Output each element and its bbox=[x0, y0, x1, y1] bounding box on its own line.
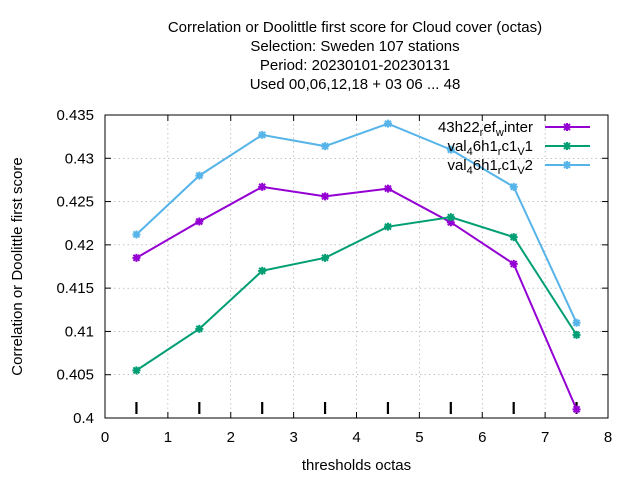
data-point bbox=[321, 253, 330, 262]
data-point bbox=[258, 266, 267, 275]
x-tick-label: 7 bbox=[541, 429, 549, 446]
data-point bbox=[509, 233, 518, 242]
series-line-2 bbox=[135, 216, 578, 372]
title-line-1: Correlation or Doolittle first score for… bbox=[167, 19, 543, 36]
data-point bbox=[383, 222, 392, 231]
x-tick-label: 8 bbox=[604, 429, 612, 446]
x-tick-label: 2 bbox=[227, 429, 235, 446]
data-point bbox=[258, 130, 267, 139]
data-point bbox=[195, 217, 204, 226]
data-point bbox=[572, 318, 581, 327]
legend-label-1: 43h22refwinter bbox=[438, 119, 533, 139]
data-point bbox=[383, 184, 392, 193]
data-point bbox=[258, 182, 267, 191]
data-point bbox=[132, 230, 141, 239]
data-point bbox=[132, 366, 141, 375]
data-point bbox=[383, 119, 392, 128]
series-line-1 bbox=[135, 185, 578, 410]
data-point bbox=[132, 253, 141, 262]
x-tick-label: 6 bbox=[478, 429, 486, 446]
y-tick-label: 0.425 bbox=[56, 194, 94, 211]
y-tick-label: 0.415 bbox=[56, 280, 94, 297]
x-tick-label: 5 bbox=[415, 429, 423, 446]
legend-label-3: val46h1rc1V2 bbox=[447, 157, 533, 177]
data-point bbox=[446, 213, 455, 222]
x-axis-label: thresholds octas bbox=[302, 457, 411, 474]
data-point bbox=[195, 324, 204, 333]
y-tick-label: 0.42 bbox=[65, 237, 94, 254]
data-point bbox=[509, 182, 518, 191]
legend-marker-3 bbox=[563, 161, 571, 169]
x-tick-label: 4 bbox=[352, 429, 360, 446]
legend-label-2: val46h1rc1V1 bbox=[447, 138, 533, 158]
title-line-4: Used 00,06,12,18 + 03 06 ... 48 bbox=[249, 76, 461, 93]
data-point bbox=[509, 259, 518, 268]
y-tick-label: 0.405 bbox=[56, 367, 94, 384]
x-tick-label: 0 bbox=[101, 429, 109, 446]
data-point bbox=[572, 330, 581, 339]
x-tick-label: 1 bbox=[164, 429, 172, 446]
y-tick-label: 0.4 bbox=[73, 410, 94, 427]
y-tick-label: 0.435 bbox=[56, 107, 94, 124]
y-axis-label: Correlation or Doolittle first score bbox=[9, 157, 26, 375]
data-point bbox=[572, 405, 581, 414]
data-point bbox=[195, 171, 204, 180]
y-tick-label: 0.41 bbox=[65, 323, 94, 340]
title-line-3: Period: 20230101-20230131 bbox=[259, 57, 451, 74]
legend-marker-2 bbox=[563, 142, 571, 150]
data-point bbox=[321, 142, 330, 151]
title-line-2: Selection: Sweden 107 stations bbox=[250, 38, 460, 55]
data-point bbox=[321, 192, 330, 201]
y-tick-label: 0.43 bbox=[65, 150, 94, 167]
data-point bbox=[446, 145, 455, 154]
x-tick-label: 3 bbox=[289, 429, 297, 446]
legend-marker-1 bbox=[563, 123, 571, 131]
data-point bbox=[446, 218, 455, 227]
series-line-3 bbox=[135, 122, 578, 324]
